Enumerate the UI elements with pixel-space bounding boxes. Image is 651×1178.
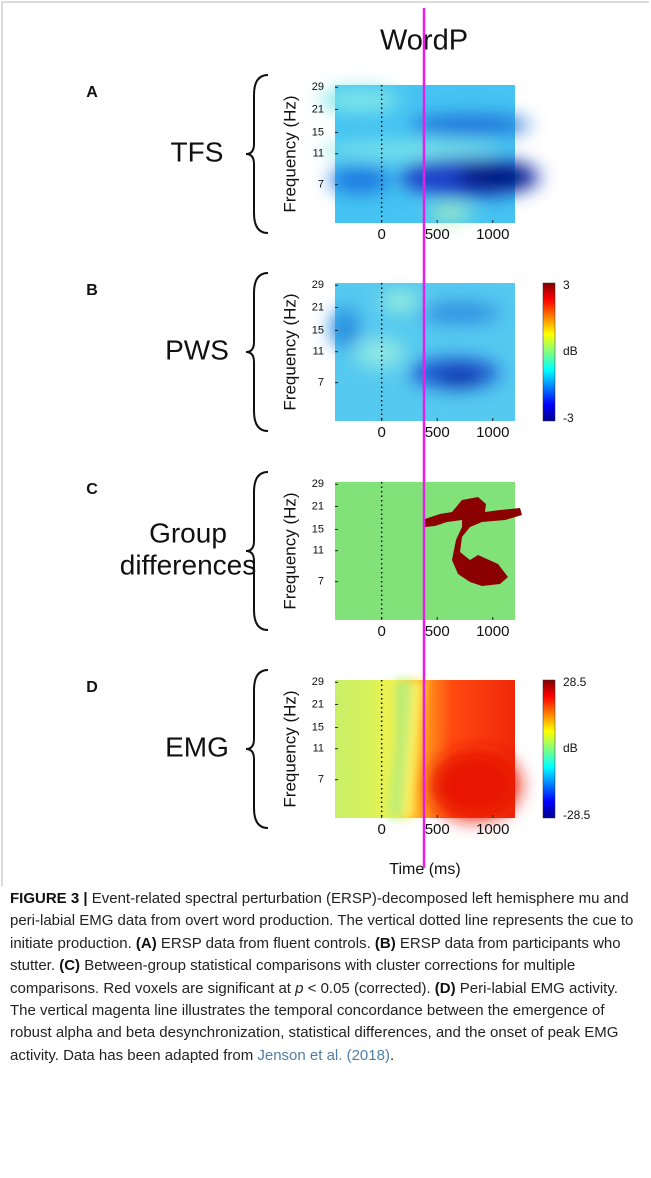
x-tick-label: 500 [425, 623, 450, 640]
y-tick-label: 21 [312, 500, 324, 512]
colorbar [542, 679, 556, 819]
panel-letter: A [86, 84, 98, 101]
x-tick-label: 500 [425, 226, 450, 243]
colorbar-tick-label: 28.5 [563, 675, 587, 689]
frame [1, 1, 649, 886]
blob [438, 369, 482, 387]
y-axis-label: Frequency (Hz) [280, 492, 299, 609]
caption-title: FIGURE 3 | [10, 890, 92, 907]
colorbar-tick-label: 3 [563, 278, 570, 292]
y-axis-label: Frequency (Hz) [280, 95, 299, 212]
bracket [245, 669, 269, 829]
x-tick-label: 0 [377, 226, 385, 243]
y-tick-label: 7 [318, 377, 324, 389]
panels: A TFS Frequency (Hz) 29 21 15 11 7 0 500 1000 B PWS F… [86, 74, 591, 838]
citation-link[interactable]: Jenson et al. (2018) [257, 1046, 390, 1064]
y-axis-label: Frequency (Hz) [280, 690, 299, 807]
caption-ref: (C) [59, 957, 81, 975]
x-tick-label: 500 [425, 424, 450, 441]
panel: D EMG Frequency (Hz) 29 21 15 11 7 0 500 1000 28.5 -… [86, 669, 591, 838]
colorbar-label: dB [563, 344, 578, 358]
heatmap-blobs [320, 88, 540, 221]
blob [320, 88, 400, 112]
y-tick-label: 29 [312, 279, 324, 291]
caption-text: ERSP data from fluent controls. [156, 934, 375, 952]
panel-letter: B [86, 282, 98, 299]
x-tick-label: 0 [377, 424, 385, 441]
x-tick-label: 1000 [476, 821, 509, 838]
caption-text: < 0.05 (corrected). [303, 979, 435, 997]
caption-text: Event-related spectral perturbation (ERS… [10, 890, 634, 952]
y-tick-label: 7 [318, 576, 324, 588]
panel-name: differences [120, 549, 256, 580]
heatmap-blobs [388, 680, 424, 818]
panel-name: TFS [171, 136, 224, 167]
y-tick-label: 21 [312, 698, 324, 710]
colorbar-tick-label: -3 [563, 411, 574, 425]
heatmap-blobs [430, 750, 520, 820]
bracket [245, 272, 269, 432]
panel-letter: D [86, 679, 98, 696]
y-tick-label: 21 [312, 301, 324, 313]
y-tick-label: 15 [312, 523, 324, 535]
panel: A TFS Frequency (Hz) 29 21 15 11 7 0 500 1000 [86, 74, 540, 243]
blob [410, 115, 530, 135]
y-tick-label: 21 [312, 103, 324, 115]
caption-ref: (D) [434, 979, 456, 997]
band [402, 680, 424, 818]
x-tick-label: 1000 [476, 226, 509, 243]
x-tick-label: 0 [377, 623, 385, 640]
blob [330, 308, 360, 348]
y-tick-label: 29 [312, 81, 324, 93]
y-tick-label: 15 [312, 721, 324, 733]
panel-name: EMG [165, 731, 229, 762]
heatmap-blobs [330, 291, 500, 388]
caption-ref: (B) [374, 934, 396, 952]
caption-ref: (A) [135, 934, 157, 952]
y-tick-label: 15 [312, 126, 324, 138]
panel: B PWS Frequency (Hz) 29 21 15 11 7 0 500 1000 3 -3 dB [86, 272, 578, 441]
y-tick-label: 7 [318, 774, 324, 786]
x-tick-label: 500 [425, 821, 450, 838]
blob [380, 291, 420, 311]
colorbar-tick-label: -28.5 [563, 808, 591, 822]
caption-symbol: p [295, 979, 304, 997]
caption-text: Between-group statistical comparisons wi… [10, 957, 576, 997]
colorbar-label: dB [563, 741, 578, 755]
y-tick-label: 15 [312, 324, 324, 336]
y-tick-label: 11 [313, 743, 324, 755]
x-tick-label: 1000 [476, 623, 509, 640]
panel-letter: C [86, 481, 98, 498]
y-tick-label: 11 [313, 346, 324, 358]
panel-name: Group [149, 517, 227, 548]
bracket [245, 471, 269, 631]
x-axis-label: Time (ms) [389, 861, 460, 878]
bracket [245, 74, 269, 234]
caption: FIGURE 3 | Event-related spectral pertur… [10, 888, 638, 1067]
blob [428, 205, 472, 221]
blob [430, 750, 520, 820]
caption-text: Peri-labial EMG activity. The vertical m… [10, 979, 619, 1064]
x-tick-label: 0 [377, 821, 385, 838]
blob [320, 142, 500, 158]
caption-text: ERSP data from participants who stutter. [10, 934, 621, 975]
caption-text: . [389, 1046, 395, 1064]
cluster [425, 497, 522, 586]
y-axis-label: Frequency (Hz) [280, 293, 299, 410]
y-tick-label: 11 [313, 545, 324, 557]
y-tick-label: 29 [312, 676, 324, 688]
blob [330, 166, 390, 194]
blob [457, 164, 533, 190]
x-tick-label: 1000 [476, 424, 509, 441]
blob [355, 338, 405, 368]
blob [420, 303, 500, 323]
panel-name: PWS [165, 334, 229, 365]
colorbar [542, 282, 556, 422]
y-tick-label: 29 [312, 478, 324, 490]
y-tick-label: 11 [313, 148, 324, 160]
y-tick-label: 7 [318, 179, 324, 191]
